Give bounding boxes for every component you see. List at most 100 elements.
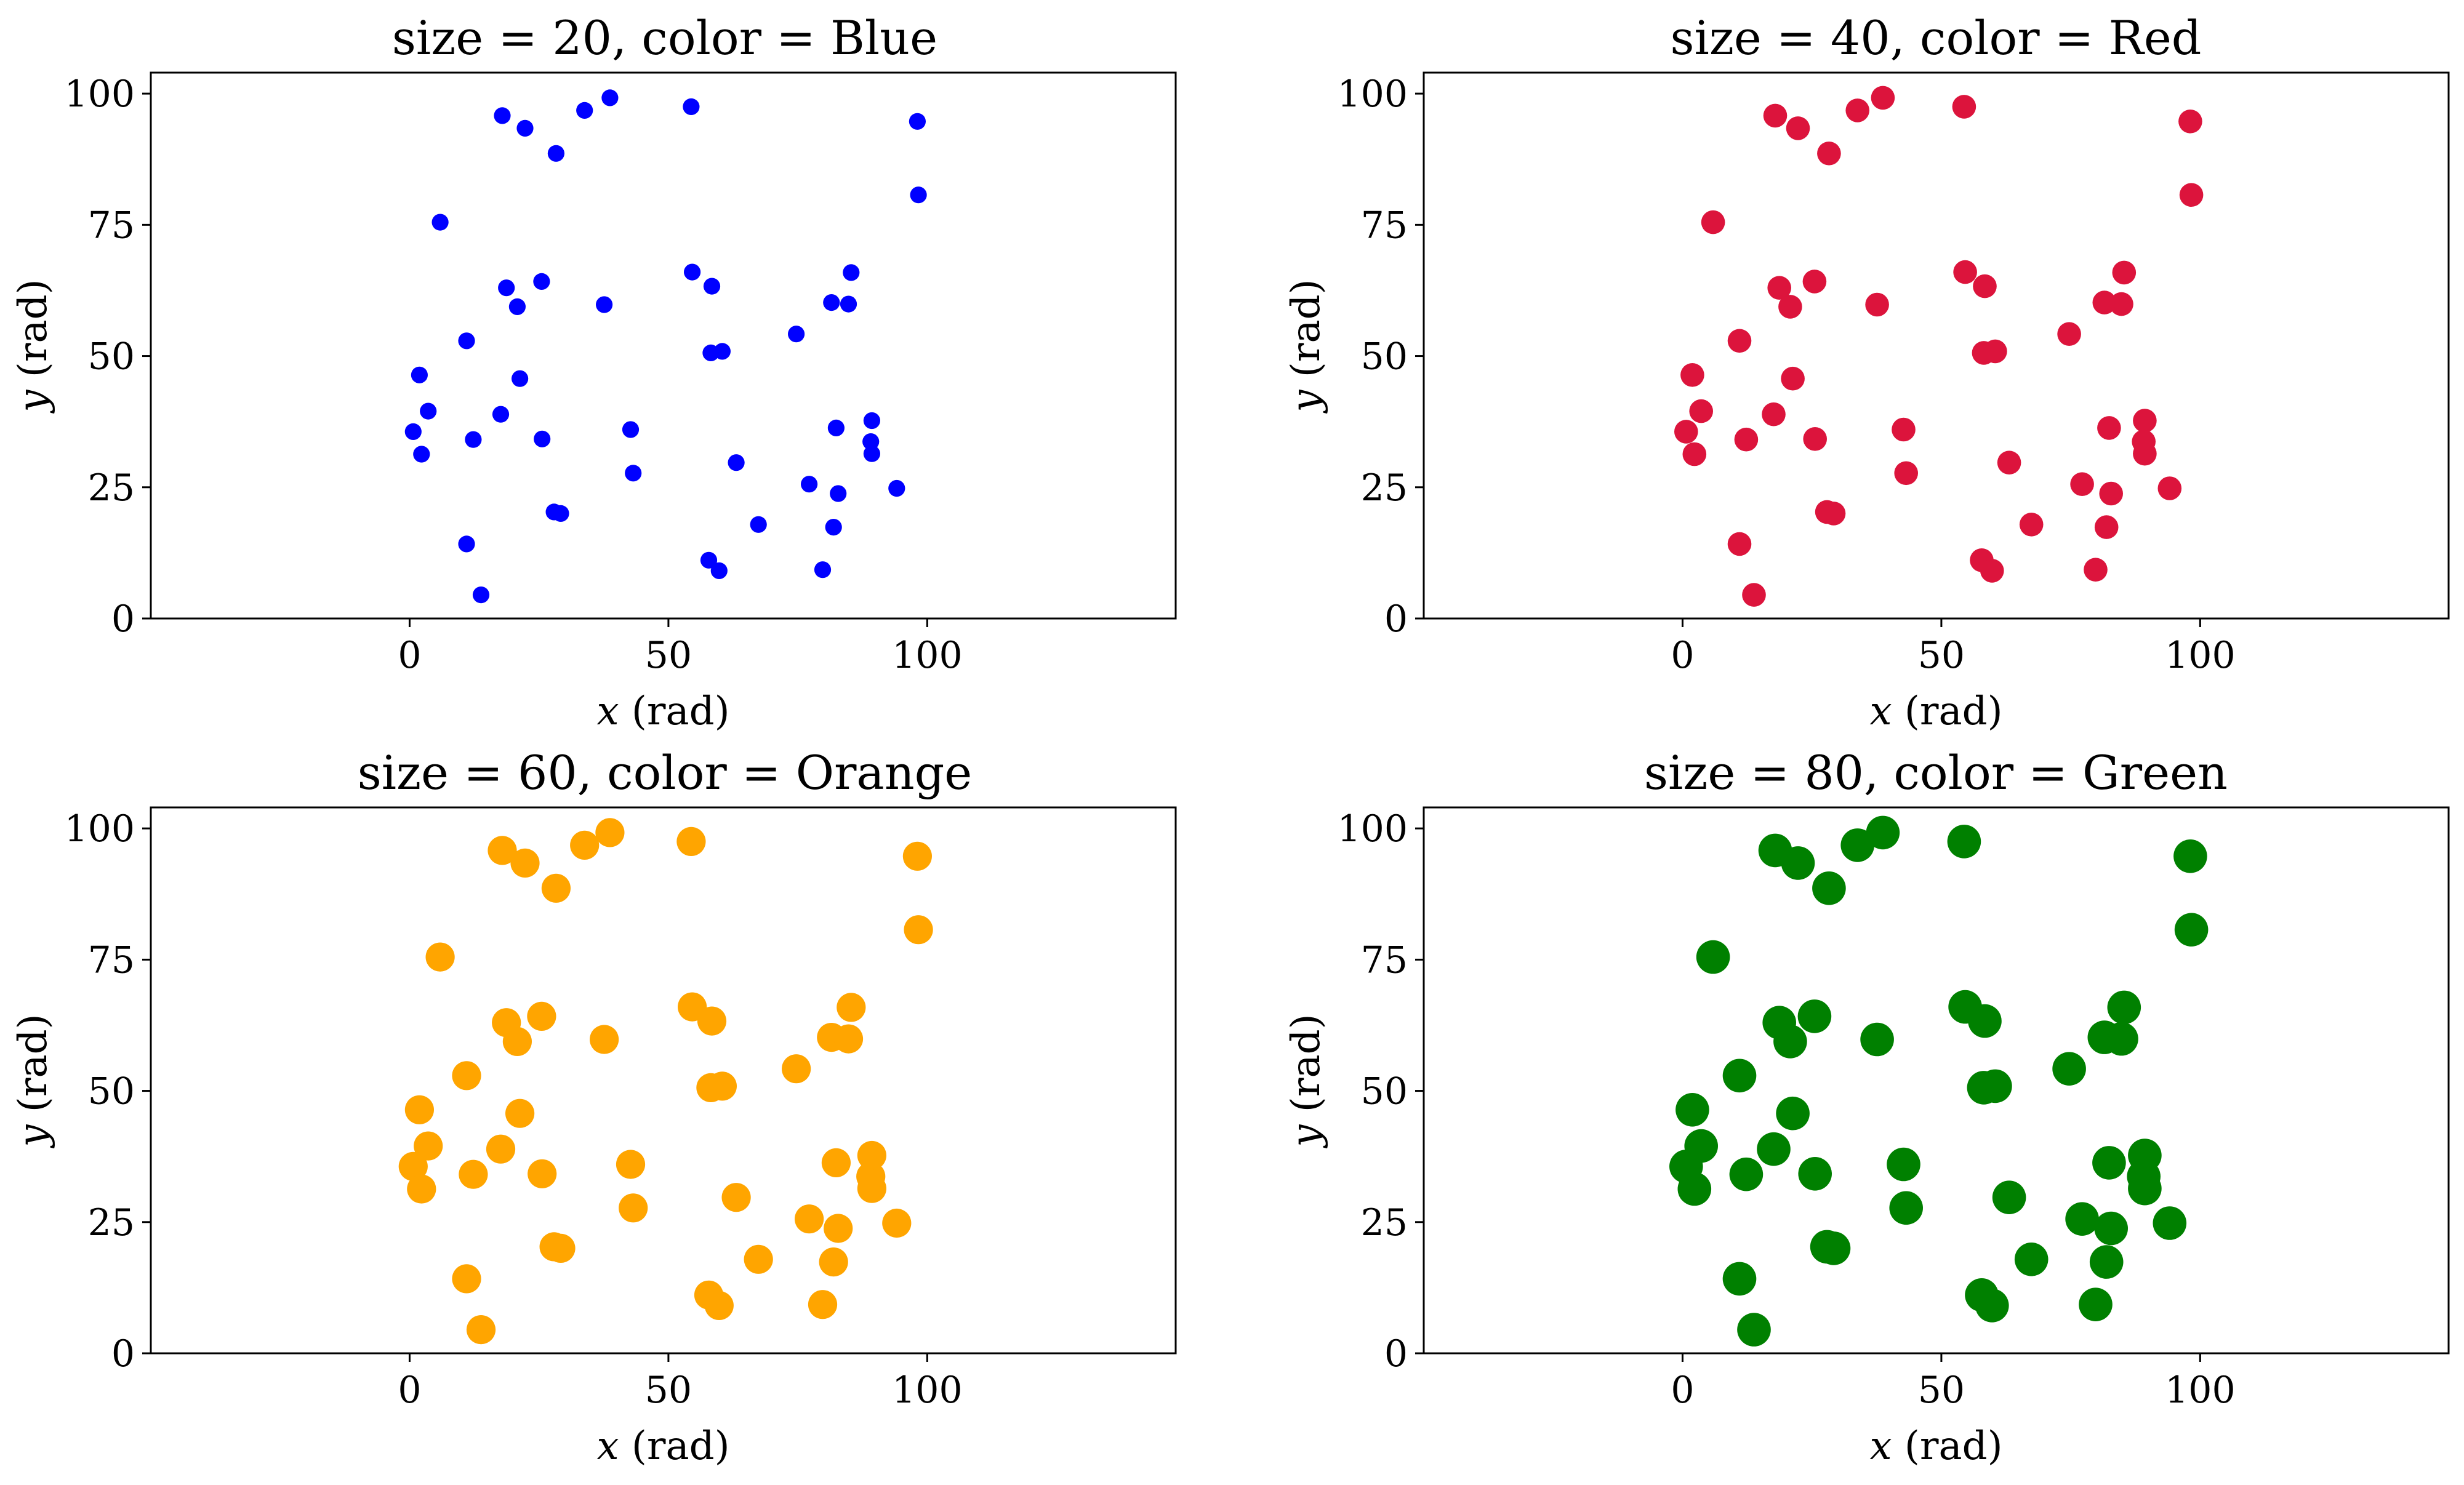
- data-point: [2084, 558, 2108, 582]
- y-tick-label: 75: [88, 939, 135, 982]
- x-axis-unit: (rad): [619, 689, 730, 734]
- data-point: [1727, 329, 1752, 353]
- x-tick-label: 50: [645, 1369, 692, 1412]
- data-point: [700, 551, 718, 569]
- data-point: [697, 1006, 727, 1036]
- data-point: [857, 1174, 886, 1203]
- data-point: [2092, 1146, 2126, 1180]
- data-point: [1978, 1069, 2012, 1103]
- data-point: [823, 294, 840, 311]
- data-point: [707, 1071, 737, 1101]
- y-tick-label: 50: [88, 1070, 135, 1113]
- x-axis-label: x (rad): [1869, 689, 2002, 734]
- data-point: [1781, 366, 1805, 391]
- data-point: [902, 841, 932, 871]
- data-point: [1803, 427, 1827, 451]
- x-axis-label: x (rad): [596, 689, 729, 734]
- data-point: [1802, 270, 1827, 294]
- y-tick-label: 25: [1361, 466, 1408, 510]
- data-point: [843, 264, 860, 281]
- data-point: [502, 1027, 532, 1056]
- data-point: [703, 278, 721, 295]
- y-axis-unit: (rad): [10, 1014, 56, 1124]
- data-point: [404, 1095, 435, 1124]
- data-point: [2019, 513, 2044, 537]
- data-point: [413, 446, 430, 463]
- data-point: [1684, 1129, 1718, 1163]
- panel-2-title: size = 40, color = Red: [1671, 10, 2202, 65]
- y-axis-unit: (rad): [10, 279, 56, 390]
- data-point: [2070, 472, 2094, 496]
- y-tick-label: 50: [88, 335, 135, 378]
- data-point: [1763, 103, 1788, 128]
- data-point: [1675, 1093, 1709, 1127]
- data-point: [414, 1131, 443, 1161]
- y-tick-label: 100: [1337, 73, 1408, 116]
- data-point: [2157, 476, 2182, 500]
- data-point: [546, 1233, 576, 1263]
- data-point: [570, 830, 600, 860]
- data-point: [2133, 409, 2157, 433]
- data-point: [458, 535, 475, 553]
- data-point: [2173, 839, 2207, 873]
- y-tick-label: 0: [1384, 1332, 1408, 1375]
- x-axis-variable: x: [596, 1423, 619, 1469]
- data-point: [622, 421, 640, 438]
- data-point: [2094, 515, 2119, 539]
- data-point: [465, 431, 482, 448]
- data-point: [819, 1247, 848, 1277]
- panel-3-title: size = 60, color = Orange: [358, 745, 973, 800]
- data-point: [1757, 1132, 1791, 1166]
- y-tick-label: 0: [111, 598, 135, 641]
- data-point: [1680, 363, 1704, 387]
- data-point: [2057, 322, 2081, 346]
- data-point: [2065, 1202, 2099, 1236]
- panel-4: size = 80, color = Green 0 50 100 0 25 50 75 10…: [1283, 745, 2450, 1469]
- axes-frame: [1423, 806, 2450, 1355]
- data-point: [676, 827, 706, 856]
- data-point: [2112, 260, 2137, 285]
- data-point: [1871, 86, 1895, 110]
- data-point: [2052, 1052, 2086, 1086]
- data-point: [420, 402, 437, 420]
- y-axis-variable: y: [1283, 1124, 1329, 1149]
- y-axis-label: y (rad): [10, 279, 56, 414]
- data-point: [534, 430, 551, 447]
- y-axis-unit: (rad): [1283, 1014, 1329, 1124]
- data-point: [2092, 290, 2117, 314]
- data-points: [398, 818, 933, 1345]
- data-point: [1952, 95, 1976, 119]
- panel-3: size = 60, color = Orange 0 50 100 0 25 50 75 1…: [10, 745, 1177, 1469]
- data-point: [472, 586, 490, 604]
- data-point: [398, 1151, 428, 1181]
- data-point: [466, 1315, 496, 1345]
- data-point: [814, 561, 832, 578]
- data-point: [2099, 481, 2123, 506]
- data-point: [590, 1025, 619, 1054]
- y-tick-label: 25: [88, 1201, 135, 1244]
- data-point: [596, 296, 613, 313]
- data-point: [512, 370, 529, 387]
- data-point: [2178, 110, 2202, 134]
- data-point: [1866, 815, 1900, 850]
- panel-1: size = 20, color = Blue 0 50 100 0 25 50 75 100…: [10, 10, 1177, 734]
- x-axis-unit: (rad): [1892, 1423, 2003, 1469]
- data-point: [1722, 1262, 1757, 1296]
- y-tick-label: 75: [88, 204, 135, 247]
- data-point: [704, 1291, 734, 1320]
- data-point: [1689, 399, 1713, 423]
- data-point: [452, 1264, 481, 1294]
- y-axis-variable: y: [1283, 390, 1329, 414]
- data-point: [1797, 999, 1832, 1033]
- data-point: [458, 332, 475, 350]
- data-point: [2094, 1211, 2128, 1246]
- data-point: [1865, 292, 1889, 317]
- axes-frame: [1423, 71, 2450, 620]
- data-point: [619, 1193, 648, 1223]
- data-point: [486, 1134, 516, 1164]
- data-point: [713, 343, 731, 360]
- axes-frame: [150, 806, 1177, 1355]
- y-axis-label: y (rad): [10, 1014, 56, 1148]
- data-point: [1682, 442, 1707, 466]
